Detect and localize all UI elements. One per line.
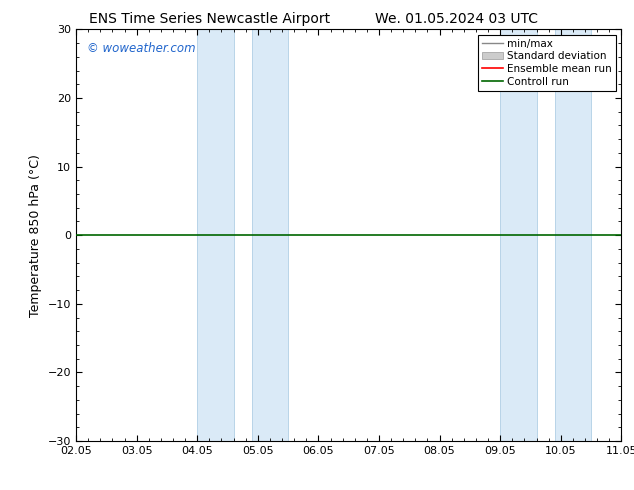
Bar <box>500 29 536 441</box>
Legend: min/max, Standard deviation, Ensemble mean run, Controll run: min/max, Standard deviation, Ensemble me… <box>478 35 616 91</box>
Bar <box>252 29 288 441</box>
Bar <box>555 29 591 441</box>
Y-axis label: Temperature 850 hPa (°C): Temperature 850 hPa (°C) <box>29 154 42 317</box>
Text: We. 01.05.2024 03 UTC: We. 01.05.2024 03 UTC <box>375 12 538 26</box>
Text: © woweather.com: © woweather.com <box>87 42 196 55</box>
Bar <box>197 29 233 441</box>
Text: ENS Time Series Newcastle Airport: ENS Time Series Newcastle Airport <box>89 12 330 26</box>
